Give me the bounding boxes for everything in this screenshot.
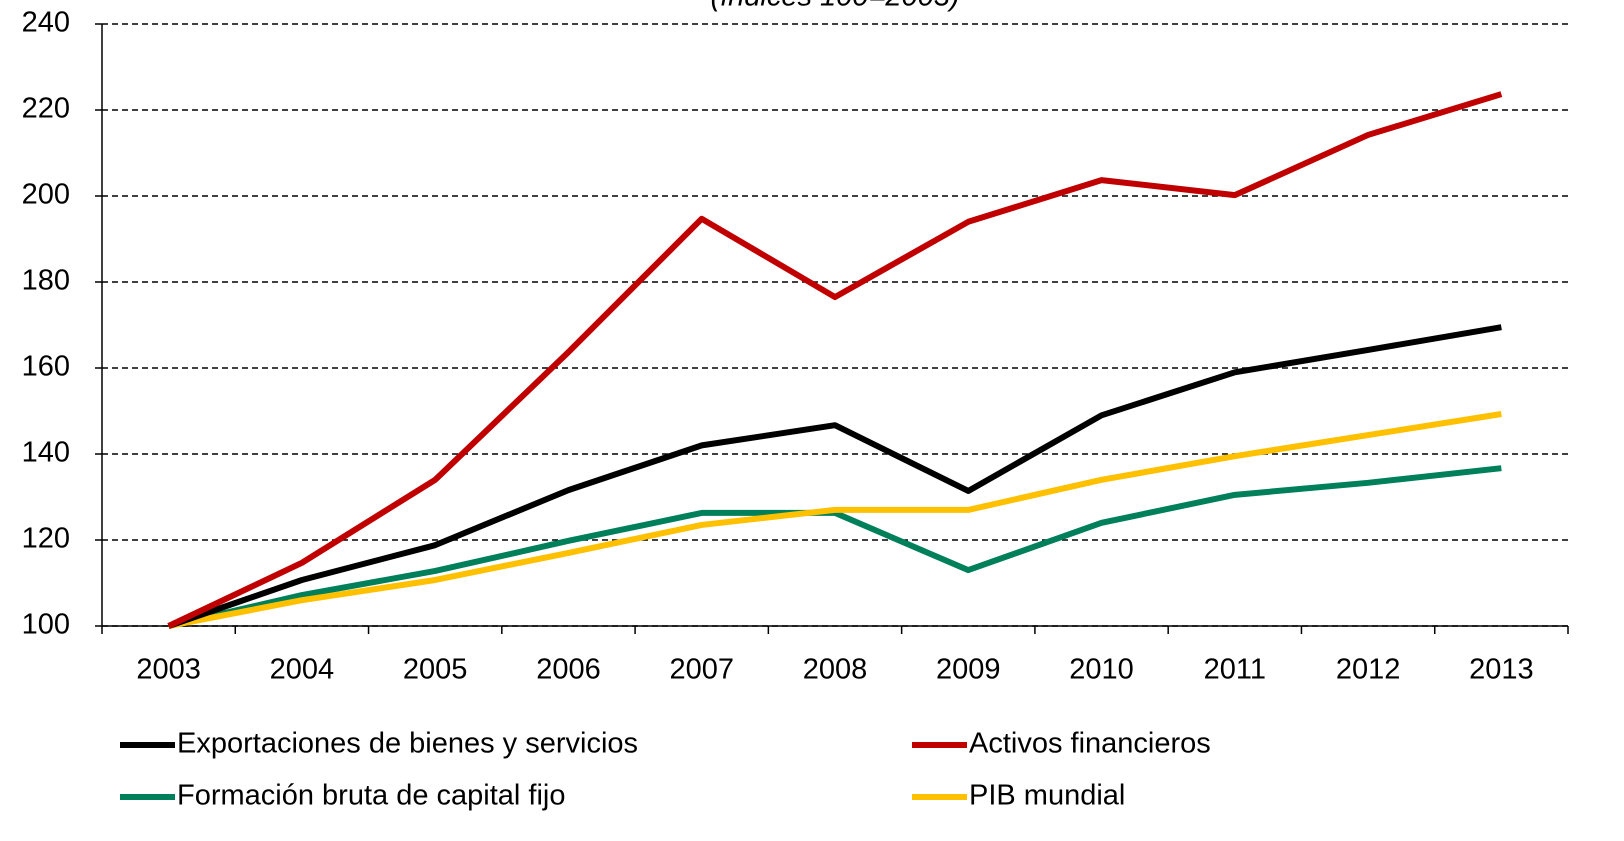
chart-subtitle: (índices 100=2003) xyxy=(710,0,959,13)
x-tick-label: 2013 xyxy=(1469,654,1534,686)
x-tick-label: 2006 xyxy=(536,654,601,686)
x-tick-label: 2009 xyxy=(936,654,1001,686)
y-tick-label: 200 xyxy=(22,179,70,211)
x-tick-label: 2011 xyxy=(1204,654,1266,686)
legend-label: Formación bruta de capital fijo xyxy=(177,780,565,812)
series-line xyxy=(167,324,1502,629)
x-tick-label: 2003 xyxy=(136,654,201,686)
y-tick-label: 180 xyxy=(22,265,70,297)
series-line xyxy=(167,91,1503,629)
x-tick-label: 2007 xyxy=(669,654,734,686)
x-tick-label: 2010 xyxy=(1069,654,1134,686)
y-tick-label: 160 xyxy=(22,351,70,383)
y-tick-label: 100 xyxy=(22,609,70,641)
series-line xyxy=(167,465,1502,629)
y-tick-label: 240 xyxy=(22,7,70,39)
x-tick-label: 2005 xyxy=(403,654,468,686)
y-tick-label: 220 xyxy=(22,93,70,125)
y-tick-label: 120 xyxy=(22,523,70,555)
series-line xyxy=(168,411,1502,629)
legend-label: PIB mundial xyxy=(969,780,1125,812)
x-tick-label: 2008 xyxy=(803,654,868,686)
legend-label: Exportaciones de bienes y servicios xyxy=(177,728,638,760)
y-tick-label: 140 xyxy=(22,437,70,469)
x-tick-label: 2004 xyxy=(270,654,335,686)
legend-label: Activos financieros xyxy=(969,728,1211,760)
x-tick-label: 2012 xyxy=(1336,654,1401,686)
